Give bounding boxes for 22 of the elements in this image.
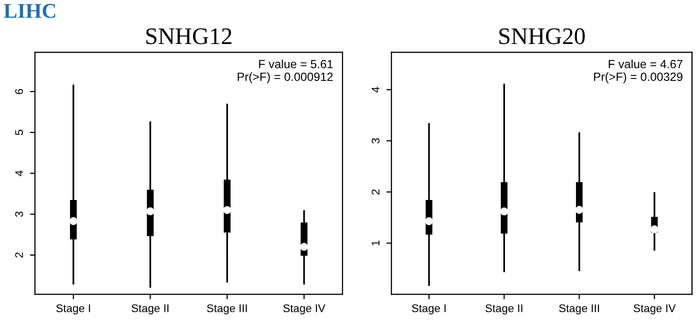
x-tick-label: Stage II — [486, 304, 522, 314]
annotation: F value = 4.67 Pr(>F) = 0.00329 — [594, 60, 682, 84]
annotation: F value = 5.61 Pr(>F) = 0.000912 — [238, 60, 333, 84]
x-tick-label: Stage III — [206, 304, 247, 314]
y-tick-label: 4 — [372, 86, 380, 92]
y-tick-label: 3 — [15, 212, 24, 217]
y-tick-label: 1 — [372, 240, 380, 246]
y-tick-label: 2 — [372, 189, 380, 195]
y-tick-label: 6 — [15, 88, 24, 94]
x-tick-label: Stage IV — [634, 304, 676, 314]
y-tick-label: 3 — [372, 138, 380, 144]
y-tick-label: 4 — [15, 170, 23, 176]
x-tick-label: Stage II — [132, 304, 168, 314]
chart-title: SNHG12 — [146, 28, 232, 44]
y-tick-label: 2 — [15, 252, 23, 258]
x-tick-label: Stage I — [412, 304, 446, 314]
y-tick-label: 5 — [15, 130, 24, 136]
x-tick-label: Stage I — [56, 304, 90, 314]
chart-title: SNHG20 — [499, 28, 585, 44]
x-tick-label: Stage IV — [283, 304, 326, 314]
text: LIHC — [4, 4, 56, 18]
x-tick-label: Stage III — [559, 304, 599, 314]
